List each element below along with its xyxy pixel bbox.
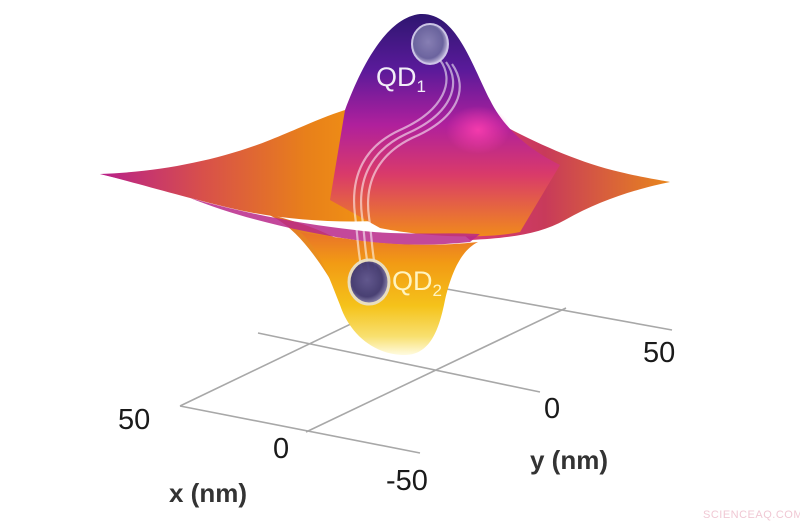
qd2-dot bbox=[347, 258, 391, 306]
y-axis-label: y (nm) bbox=[530, 445, 608, 475]
qd1-label-sub: 1 bbox=[416, 77, 426, 96]
qd1-label-main: QD bbox=[376, 62, 417, 92]
surface-peak bbox=[330, 13, 560, 237]
qd1-label: QD1 bbox=[376, 62, 426, 97]
surface-well bbox=[300, 232, 478, 355]
qd2-label-sub: 2 bbox=[432, 281, 442, 300]
surface-left-wing bbox=[100, 110, 395, 222]
surface-fold bbox=[190, 198, 480, 245]
x-axis-label: x (nm) bbox=[169, 478, 247, 508]
y-tick-50: 50 bbox=[643, 337, 676, 369]
qd2-label: QD2 bbox=[392, 266, 442, 301]
coupling-channel bbox=[353, 59, 461, 271]
x-tick-neg50: -50 bbox=[386, 465, 428, 497]
x-tick-0: 0 bbox=[273, 433, 290, 465]
watermark: SCIENCEAQ.COM bbox=[703, 509, 800, 521]
qd2-label-main: QD bbox=[392, 266, 433, 296]
pink-highlight bbox=[446, 106, 510, 154]
qd1-dot bbox=[411, 23, 449, 65]
y-tick-0: 0 bbox=[544, 393, 561, 425]
x-tick-50: 50 bbox=[118, 404, 151, 436]
